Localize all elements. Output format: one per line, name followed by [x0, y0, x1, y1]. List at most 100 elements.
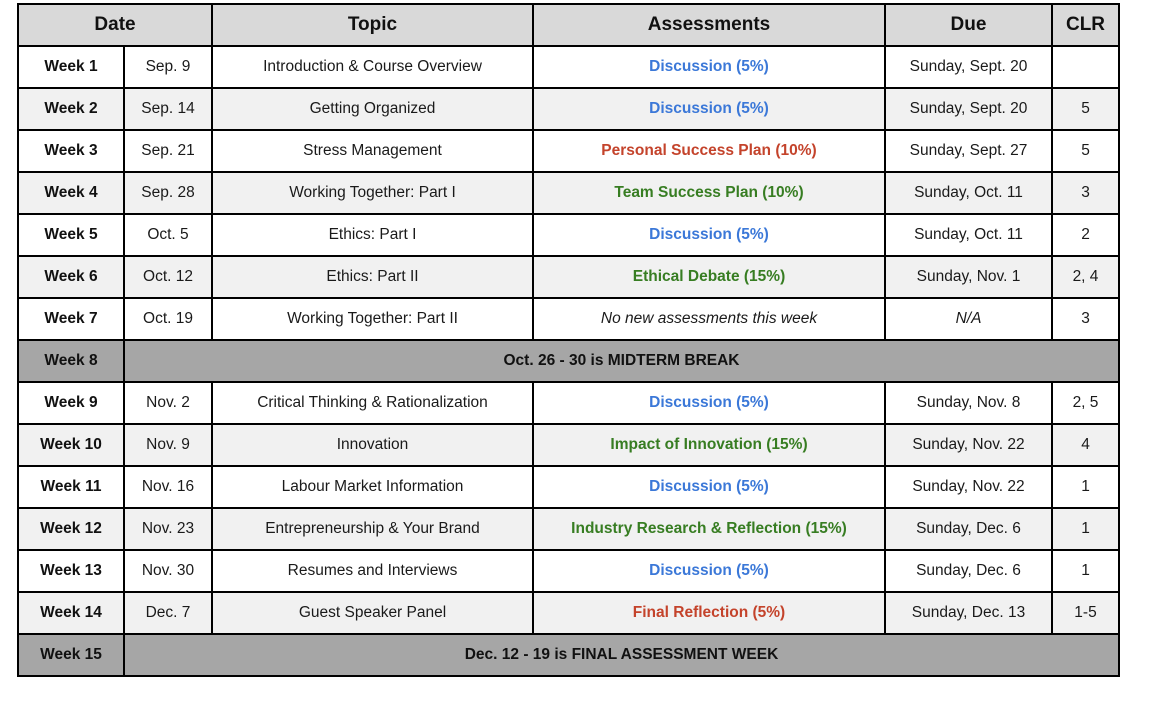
table-row-week11: Week 11 Nov. 16 Labour Market Informatio…: [17, 465, 1120, 509]
date-cell: Nov. 23: [123, 507, 213, 551]
topic-cell: Introduction & Course Overview: [211, 45, 534, 89]
assessment-cell: Impact of Innovation (15%): [532, 423, 886, 467]
clr-cell: 1: [1051, 465, 1120, 509]
date-cell: Sep. 21: [123, 129, 213, 173]
header-clr: CLR: [1051, 3, 1120, 47]
table-row-week1: Week 1 Sep. 9 Introduction & Course Over…: [17, 45, 1120, 89]
topic-cell: Labour Market Information: [211, 465, 534, 509]
clr-cell: 5: [1051, 87, 1120, 131]
week-label: Week 13: [17, 549, 125, 593]
date-cell: Oct. 5: [123, 213, 213, 257]
week-label: Week 9: [17, 381, 125, 425]
assessment-cell: No new assessments this week: [532, 297, 886, 341]
table-row-week7: Week 7 Oct. 19 Working Together: Part II…: [17, 297, 1120, 341]
week-label: Week 1: [17, 45, 125, 89]
week-label: Week 14: [17, 591, 125, 635]
table-row-week6: Week 6 Oct. 12 Ethics: Part II Ethical D…: [17, 255, 1120, 299]
week-label: Week 4: [17, 171, 125, 215]
date-cell: Sep. 14: [123, 87, 213, 131]
header-topic: Topic: [211, 3, 534, 47]
topic-cell: Ethics: Part I: [211, 213, 534, 257]
assessment-cell: Personal Success Plan (10%): [532, 129, 886, 173]
due-cell: Sunday, Sept. 20: [884, 45, 1053, 89]
header-row: Date Topic Assessments Due CLR: [17, 3, 1120, 47]
assessment-cell: Discussion (5%): [532, 465, 886, 509]
due-cell: Sunday, Dec. 13: [884, 591, 1053, 635]
week-label: Week 10: [17, 423, 125, 467]
banner-row-week15: Week 15 Dec. 12 - 19 is FINAL ASSESSMENT…: [17, 633, 1120, 677]
assessment-cell: Team Success Plan (10%): [532, 171, 886, 215]
week-label: Week 7: [17, 297, 125, 341]
clr-cell: 2: [1051, 213, 1120, 257]
table-row-week13: Week 13 Nov. 30 Resumes and Interviews D…: [17, 549, 1120, 593]
assessment-cell: Discussion (5%): [532, 381, 886, 425]
topic-cell: Entrepreneurship & Your Brand: [211, 507, 534, 551]
header-date: Date: [17, 3, 213, 47]
clr-cell: [1051, 45, 1120, 89]
clr-cell: 4: [1051, 423, 1120, 467]
date-cell: Oct. 12: [123, 255, 213, 299]
clr-cell: 1: [1051, 507, 1120, 551]
course-schedule-table: Date Topic Assessments Due CLR Week 1 Se…: [17, 3, 1120, 677]
assessment-cell: Discussion (5%): [532, 549, 886, 593]
clr-cell: 1: [1051, 549, 1120, 593]
assessment-cell: Discussion (5%): [532, 213, 886, 257]
banner-text: Dec. 12 - 19 is FINAL ASSESSMENT WEEK: [123, 633, 1120, 677]
topic-cell: Innovation: [211, 423, 534, 467]
topic-cell: Ethics: Part II: [211, 255, 534, 299]
due-cell: Sunday, Sept. 27: [884, 129, 1053, 173]
date-cell: Nov. 16: [123, 465, 213, 509]
assessment-cell: Discussion (5%): [532, 87, 886, 131]
table-row-week12: Week 12 Nov. 23 Entrepreneurship & Your …: [17, 507, 1120, 551]
assessment-cell: Final Reflection (5%): [532, 591, 886, 635]
week-label: Week 11: [17, 465, 125, 509]
due-cell: Sunday, Oct. 11: [884, 171, 1053, 215]
banner-row-week8: Week 8 Oct. 26 - 30 is MIDTERM BREAK: [17, 339, 1120, 383]
topic-cell: Working Together: Part I: [211, 171, 534, 215]
due-cell: Sunday, Dec. 6: [884, 549, 1053, 593]
topic-cell: Stress Management: [211, 129, 534, 173]
table-row-week14: Week 14 Dec. 7 Guest Speaker Panel Final…: [17, 591, 1120, 635]
table-row-week5: Week 5 Oct. 5 Ethics: Part I Discussion …: [17, 213, 1120, 257]
due-cell: Sunday, Nov. 8: [884, 381, 1053, 425]
topic-cell: Guest Speaker Panel: [211, 591, 534, 635]
due-cell: Sunday, Nov. 22: [884, 423, 1053, 467]
table-row-week2: Week 2 Sep. 14 Getting Organized Discuss…: [17, 87, 1120, 131]
date-cell: Sep. 28: [123, 171, 213, 215]
clr-cell: 3: [1051, 297, 1120, 341]
clr-cell: 2, 4: [1051, 255, 1120, 299]
week-label: Week 2: [17, 87, 125, 131]
clr-cell: 1-5: [1051, 591, 1120, 635]
table-row-week4: Week 4 Sep. 28 Working Together: Part I …: [17, 171, 1120, 215]
banner-text: Oct. 26 - 30 is MIDTERM BREAK: [123, 339, 1120, 383]
assessment-cell: Industry Research & Reflection (15%): [532, 507, 886, 551]
date-cell: Nov. 9: [123, 423, 213, 467]
assessment-cell: Ethical Debate (15%): [532, 255, 886, 299]
due-cell: N/A: [884, 297, 1053, 341]
due-cell: Sunday, Oct. 11: [884, 213, 1053, 257]
table-row-week10: Week 10 Nov. 9 Innovation Impact of Inno…: [17, 423, 1120, 467]
header-assessments: Assessments: [532, 3, 886, 47]
topic-cell: Getting Organized: [211, 87, 534, 131]
table-row-week9: Week 9 Nov. 2 Critical Thinking & Ration…: [17, 381, 1120, 425]
date-cell: Dec. 7: [123, 591, 213, 635]
week-label: Week 12: [17, 507, 125, 551]
week-label: Week 6: [17, 255, 125, 299]
week-label: Week 8: [17, 339, 125, 383]
date-cell: Sep. 9: [123, 45, 213, 89]
date-cell: Nov. 2: [123, 381, 213, 425]
header-due: Due: [884, 3, 1053, 47]
due-cell: Sunday, Dec. 6: [884, 507, 1053, 551]
date-cell: Nov. 30: [123, 549, 213, 593]
topic-cell: Resumes and Interviews: [211, 549, 534, 593]
due-cell: Sunday, Nov. 22: [884, 465, 1053, 509]
week-label: Week 15: [17, 633, 125, 677]
clr-cell: 5: [1051, 129, 1120, 173]
due-cell: Sunday, Nov. 1: [884, 255, 1053, 299]
week-label: Week 3: [17, 129, 125, 173]
assessment-cell: Discussion (5%): [532, 45, 886, 89]
due-cell: Sunday, Sept. 20: [884, 87, 1053, 131]
table-row-week3: Week 3 Sep. 21 Stress Management Persona…: [17, 129, 1120, 173]
date-cell: Oct. 19: [123, 297, 213, 341]
